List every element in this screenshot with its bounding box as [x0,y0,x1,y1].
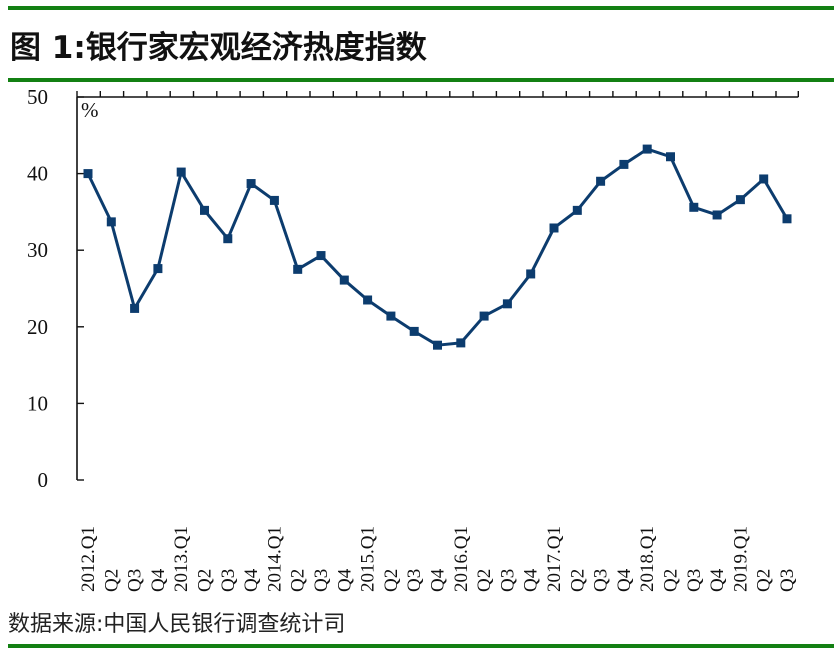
data-point-marker [596,176,606,186]
bottom-rule [8,644,834,648]
x-tick-label: 2013.Q1 [171,526,192,592]
x-tick-label: Q2 [474,569,495,592]
data-point-marker [153,264,163,274]
x-tick-label: Q3 [218,569,239,592]
y-tick-label: 30 [27,238,48,262]
data-point-marker [130,303,140,313]
x-tick-label: Q2 [567,569,588,592]
x-tick-label: Q4 [428,568,449,592]
x-tick-label: Q3 [684,569,705,592]
y-tick-label: 10 [27,391,48,415]
x-tick-label: Q4 [614,568,635,592]
data-point-marker [759,174,769,184]
data-point-marker [409,326,419,336]
figure-title: 图 1:银行家宏观经济热度指数 [10,30,427,66]
data-point-marker [176,167,186,177]
data-point-marker [782,214,792,224]
data-point-marker [223,234,233,244]
x-tick-label: Q3 [125,569,146,592]
x-tick-label: 2012.Q1 [78,526,99,592]
x-axis-labels: 2012.Q1 Q2 Q3 Q4 2013.Q1 Q2 Q3 Q4 2014.Q1 Q2 Q3 Q4 2… [78,526,798,592]
data-point-marker [456,338,466,348]
data-point-marker [269,195,279,205]
source-note: 数据来源:中国人民银行调查统计司 [8,612,346,637]
top-rule [8,6,834,10]
x-tick-label: 2015.Q1 [358,526,379,592]
x-tick-label: 2017.Q1 [544,526,565,592]
data-point-marker [572,205,582,215]
data-point-marker [502,299,512,309]
x-tick-label: Q3 [497,569,518,592]
data-point-marker [642,144,652,154]
data-point-marker [246,179,256,189]
x-tick-label: Q2 [288,569,309,592]
data-point-marker [666,152,675,162]
data-point-marker [106,217,116,227]
title-rule [8,78,834,82]
x-tick-label: Q4 [334,568,355,592]
data-point-marker [712,210,722,220]
x-tick-label: 2014.Q1 [264,526,285,592]
x-tick-label: Q4 [521,568,542,592]
data-point-marker [386,311,396,321]
data-point-marker [619,159,629,169]
chart-axes [76,91,799,480]
data-point-marker [526,269,536,279]
data-point-marker [339,275,349,285]
y-unit-label: % [81,98,99,122]
data-series-line [83,144,792,350]
data-point-marker [549,223,559,233]
y-tick-label: 50 [27,85,48,109]
y-tick-label: 40 [27,162,48,186]
data-point-marker [83,169,93,179]
data-point-marker [735,195,745,205]
x-tick-label: Q2 [754,569,775,592]
data-point-marker [293,264,303,274]
data-point-marker [363,295,373,305]
x-tick-label: Q3 [777,569,798,592]
data-point-marker [316,251,326,261]
x-tick-label: Q4 [148,568,169,592]
data-point-marker [200,205,209,215]
x-tick-label: Q4 [241,568,262,592]
x-tick-label: Q4 [707,568,728,592]
x-tick-label: 2016.Q1 [451,526,472,592]
x-tick-label: Q2 [101,569,122,592]
y-tick-label: 0 [38,468,49,492]
x-tick-label: 2019.Q1 [730,526,751,592]
x-tick-label: 2018.Q1 [637,526,658,592]
x-tick-label: Q2 [195,569,216,592]
x-tick-label: Q3 [311,569,332,592]
y-axis-ticks: 0 10 20 30 40 50 [27,85,84,492]
y-tick-label: 20 [27,315,48,339]
x-tick-label: Q3 [591,569,612,592]
data-point-marker [479,311,489,321]
x-tick-label: Q2 [381,569,402,592]
data-point-marker [689,202,699,212]
data-point-marker [433,340,442,350]
x-tick-label: Q2 [661,569,682,592]
x-tick-label: Q3 [404,569,425,592]
